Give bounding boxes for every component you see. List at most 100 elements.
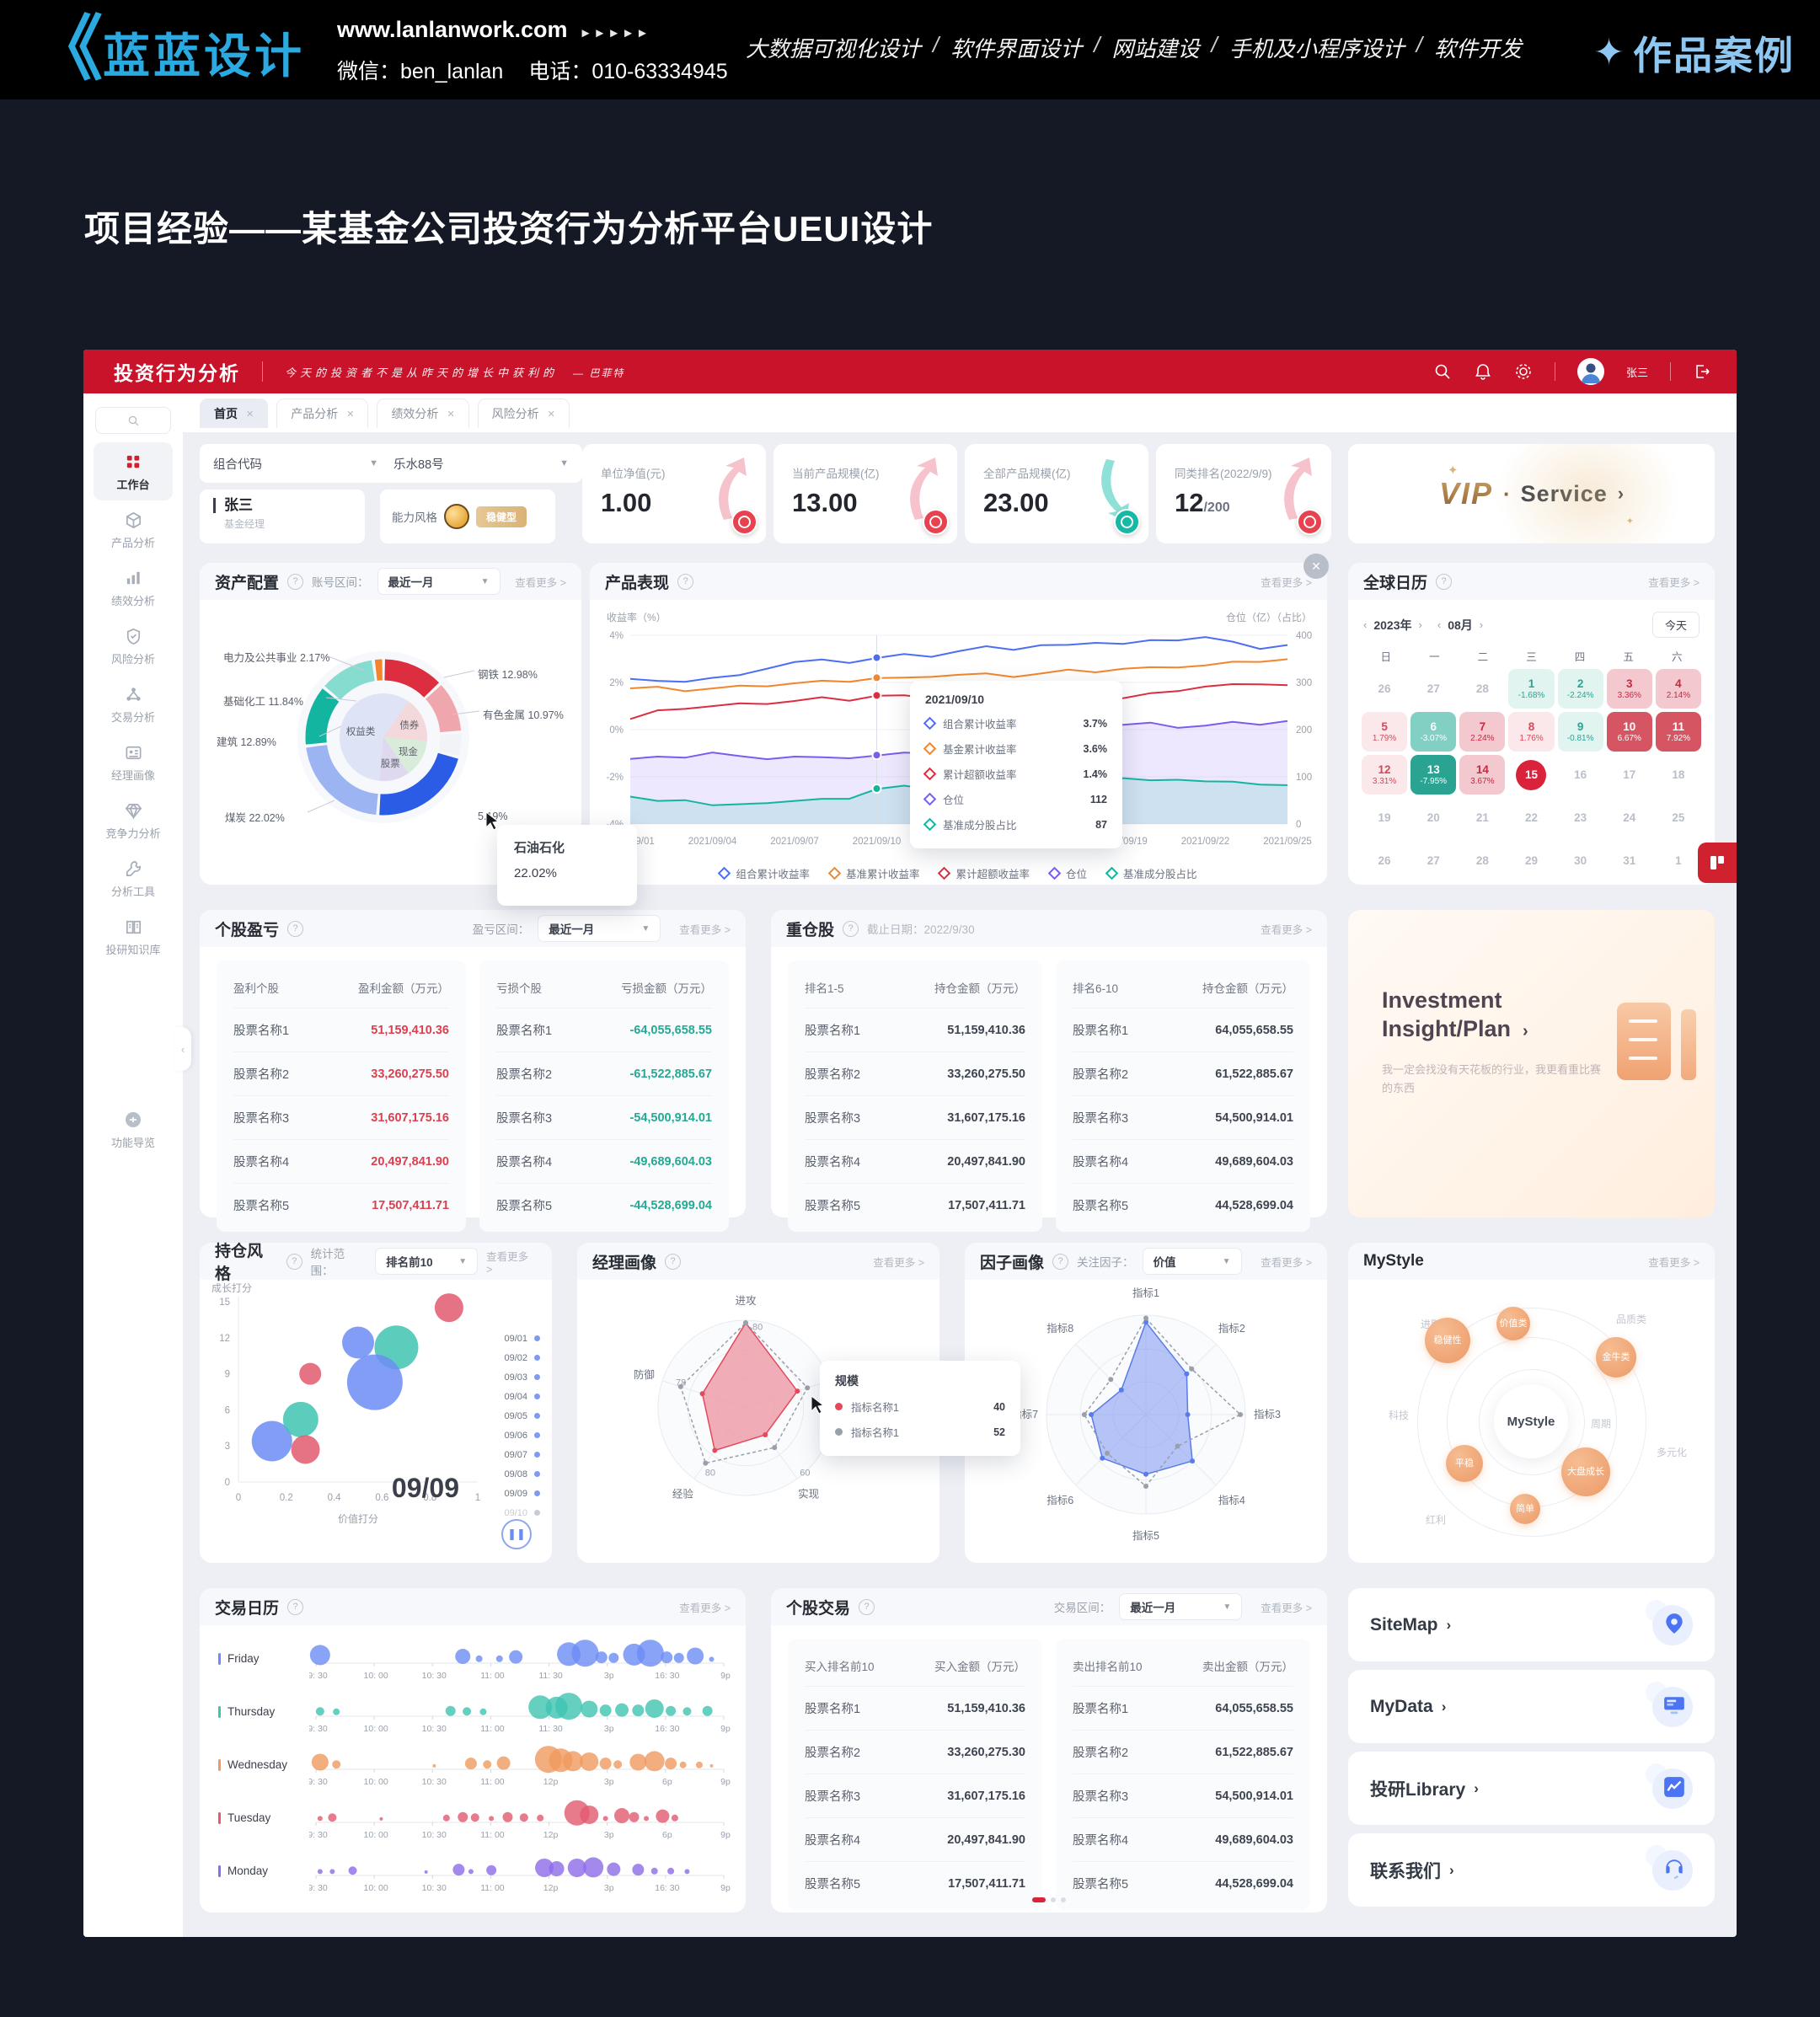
more-link[interactable]: 查看更多 > (1261, 1256, 1312, 1269)
info-icon[interactable]: ? (1436, 573, 1453, 590)
legend-item[interactable]: 仓位 (1047, 865, 1087, 881)
table-row[interactable]: 股票名称2 33,260,275.30 (805, 1730, 1025, 1774)
info-icon[interactable]: ? (287, 573, 304, 590)
calendar-day[interactable]: 28 (1475, 854, 1489, 867)
calendar-day[interactable]: 20 (1427, 811, 1440, 824)
table-row[interactable]: 股票名称2 33,260,275.50 (233, 1051, 449, 1095)
sidebar-item-6[interactable]: 经理画像 (94, 733, 173, 791)
table-row[interactable]: 股票名称1 -64,055,658.55 (496, 1008, 712, 1051)
calendar-day[interactable]: 5 1.79% (1362, 712, 1408, 752)
investment-insight-card[interactable]: Investment Insight/Plan › 我一定会找没有天花板的行业，我更… (1348, 910, 1715, 1217)
sidebar-item-1[interactable]: 工作台 (94, 442, 173, 500)
table-row[interactable]: 股票名称1 51,159,410.36 (805, 1008, 1025, 1051)
timeline-item[interactable]: 09/08 (474, 1464, 540, 1484)
calendar-day[interactable]: 14 3.67% (1459, 755, 1506, 794)
timeline-item[interactable]: 09/04 (474, 1387, 540, 1406)
info-icon[interactable]: ? (665, 1253, 682, 1270)
website-link[interactable]: www.lanlanwork.com (337, 17, 568, 42)
legend-item[interactable]: 累计超额收益率 (938, 865, 1030, 881)
calendar-day[interactable]: 27 (1427, 682, 1440, 695)
style-bubble[interactable]: 平稳 (1446, 1445, 1483, 1482)
style-bubble[interactable]: 简单 (1510, 1494, 1540, 1524)
table-row[interactable]: 股票名称3 54,500,914.01 (1073, 1095, 1293, 1139)
info-icon[interactable]: ? (286, 1253, 302, 1270)
next-month-icon[interactable]: › (1479, 618, 1484, 631)
info-icon[interactable]: ? (1052, 1253, 1069, 1270)
calendar-day[interactable]: 6 -3.07% (1410, 712, 1457, 752)
more-link[interactable]: 查看更多 > (486, 1250, 529, 1276)
calendar-day[interactable]: 11 7.92% (1655, 712, 1701, 752)
table-row[interactable]: 股票名称1 51,159,410.36 (805, 1686, 1025, 1730)
calendar-day[interactable]: 26 (1378, 854, 1391, 867)
calendar-day[interactable]: 21 (1475, 811, 1489, 824)
table-row[interactable]: 股票名称1 64,055,658.55 (1073, 1008, 1293, 1051)
tab-3[interactable]: 绩效分析 ✕ (377, 399, 469, 428)
info-icon[interactable]: ? (859, 1598, 875, 1615)
pagination-dots[interactable] (771, 1897, 1327, 1902)
style-bubble[interactable]: 大盘成长 (1561, 1447, 1610, 1496)
table-row[interactable]: 股票名称1 64,055,658.55 (1073, 1686, 1293, 1730)
sidebar-search-input[interactable] (95, 407, 171, 434)
table-row[interactable]: 股票名称5 17,507,411.71 (233, 1183, 449, 1227)
table-row[interactable]: 股票名称4 20,497,841.90 (233, 1139, 449, 1183)
floating-action-button[interactable] (1698, 843, 1737, 883)
sidebar-item-4[interactable]: 风险分析 (94, 617, 173, 675)
legend-item[interactable]: 组合累计收益率 (718, 865, 810, 881)
table-row[interactable]: 股票名称4 -49,689,604.03 (496, 1139, 712, 1183)
more-link[interactable]: 查看更多 > (1261, 576, 1312, 589)
quick-link-chart[interactable]: 投研Library › (1348, 1752, 1715, 1825)
calendar-day[interactable]: 23 (1574, 811, 1587, 824)
calendar-day[interactable]: 8 1.76% (1508, 712, 1555, 752)
info-icon[interactable]: ? (843, 920, 859, 937)
prev-month-icon[interactable]: ‹ (1437, 618, 1442, 631)
calendar-day[interactable]: 17 (1623, 768, 1636, 781)
table-row[interactable]: 股票名称3 31,607,175.16 (805, 1774, 1025, 1817)
timeline-item[interactable]: 09/02 (474, 1348, 540, 1367)
range-select[interactable]: 最近一月 ▼ (538, 915, 661, 942)
more-link[interactable]: 查看更多 > (1261, 1602, 1312, 1614)
table-row[interactable]: 股票名称4 20,497,841.90 (805, 1817, 1025, 1861)
timeline-item[interactable]: 09/06 (474, 1426, 540, 1445)
portfolio-code-select[interactable]: 组合代码 ▼ (200, 444, 392, 483)
logout-icon[interactable] (1693, 362, 1711, 381)
more-link[interactable]: 查看更多 > (873, 1256, 924, 1269)
tab-1[interactable]: 首页 ✕ (200, 399, 269, 428)
table-row[interactable]: 股票名称5 17,507,411.71 (805, 1183, 1025, 1227)
table-row[interactable]: 股票名称2 61,522,885.67 (1073, 1730, 1293, 1774)
sidebar-item-3[interactable]: 绩效分析 (94, 559, 173, 617)
timeline-item[interactable]: 09/03 (474, 1367, 540, 1387)
tab-2[interactable]: 产品分析 ✕ (276, 399, 369, 428)
sidebar-item-guide[interactable]: 功能导览 (94, 1100, 173, 1158)
calendar-day[interactable]: 31 (1623, 854, 1636, 867)
quick-link-headset[interactable]: 联系我们 › (1348, 1833, 1715, 1907)
range-select[interactable]: 最近一月 ▼ (377, 568, 500, 595)
table-row[interactable]: 股票名称4 49,689,604.03 (1073, 1139, 1293, 1183)
range-select[interactable]: 排名前10 ▼ (375, 1248, 479, 1275)
table-row[interactable]: 股票名称3 -54,500,914.01 (496, 1095, 712, 1139)
prev-year-icon[interactable]: ‹ (1363, 618, 1368, 631)
legend-item[interactable]: 基准累计收益率 (827, 865, 919, 881)
range-select[interactable]: 最近一月 ▼ (1119, 1593, 1243, 1620)
more-link[interactable]: 查看更多 > (1648, 576, 1700, 589)
calendar-day[interactable]: 18 (1672, 768, 1685, 781)
more-link[interactable]: 查看更多 > (1648, 1256, 1700, 1269)
calendar-day[interactable]: 19 (1378, 811, 1391, 824)
calendar-day[interactable]: 25 (1672, 811, 1685, 824)
search-icon[interactable] (1433, 362, 1452, 381)
timeline-item[interactable]: 09/09 (474, 1484, 540, 1503)
timeline-item[interactable]: 09/01 (474, 1329, 540, 1348)
sidebar-item-2[interactable]: 产品分析 (94, 500, 173, 559)
quick-link-monitor[interactable]: MyData › (1348, 1670, 1715, 1743)
calendar-day[interactable]: 24 (1623, 811, 1636, 824)
calendar-day[interactable]: 9 -0.81% (1557, 712, 1603, 752)
sidebar-item-9[interactable]: 投研知识库 (94, 907, 173, 966)
calendar-day[interactable]: 7 2.24% (1459, 712, 1506, 752)
sidebar-item-7[interactable]: 竞争力分析 (94, 791, 173, 849)
sidebar-collapse-handle[interactable]: ‹ (174, 1027, 191, 1071)
table-row[interactable]: 股票名称2 -61,522,885.67 (496, 1051, 712, 1095)
calendar-day[interactable]: 12 3.31% (1362, 755, 1408, 794)
calendar-day[interactable]: 15 (1508, 755, 1554, 794)
vip-service-banner[interactable]: ✦✦ VIP · Service › (1348, 444, 1715, 543)
factor-select[interactable]: 价值 ▼ (1142, 1248, 1242, 1275)
calendar-day[interactable]: 26 (1378, 682, 1391, 695)
